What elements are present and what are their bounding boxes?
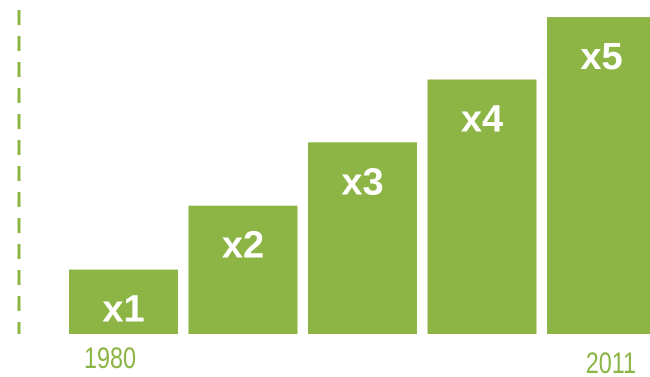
bar-series bbox=[69, 17, 650, 334]
bar-x3 bbox=[308, 142, 417, 334]
bar-data-labels: x1 x2 x3 x4 x5 bbox=[102, 36, 622, 331]
bar-x2 bbox=[188, 205, 298, 334]
bar-data-label-x2: x2 bbox=[222, 225, 264, 267]
x-tick-label-start: 1980 bbox=[84, 341, 136, 374]
bar-x1 bbox=[69, 269, 178, 334]
bar-data-label-x1: x1 bbox=[102, 289, 144, 331]
bar-data-label-x3: x3 bbox=[341, 161, 383, 203]
bar-x5 bbox=[547, 17, 650, 334]
bar-data-label-x4: x4 bbox=[461, 99, 503, 141]
bar-x4 bbox=[427, 79, 537, 334]
x-tick-label-end: 2011 bbox=[586, 346, 636, 377]
bar-data-label-x5: x5 bbox=[580, 36, 622, 78]
